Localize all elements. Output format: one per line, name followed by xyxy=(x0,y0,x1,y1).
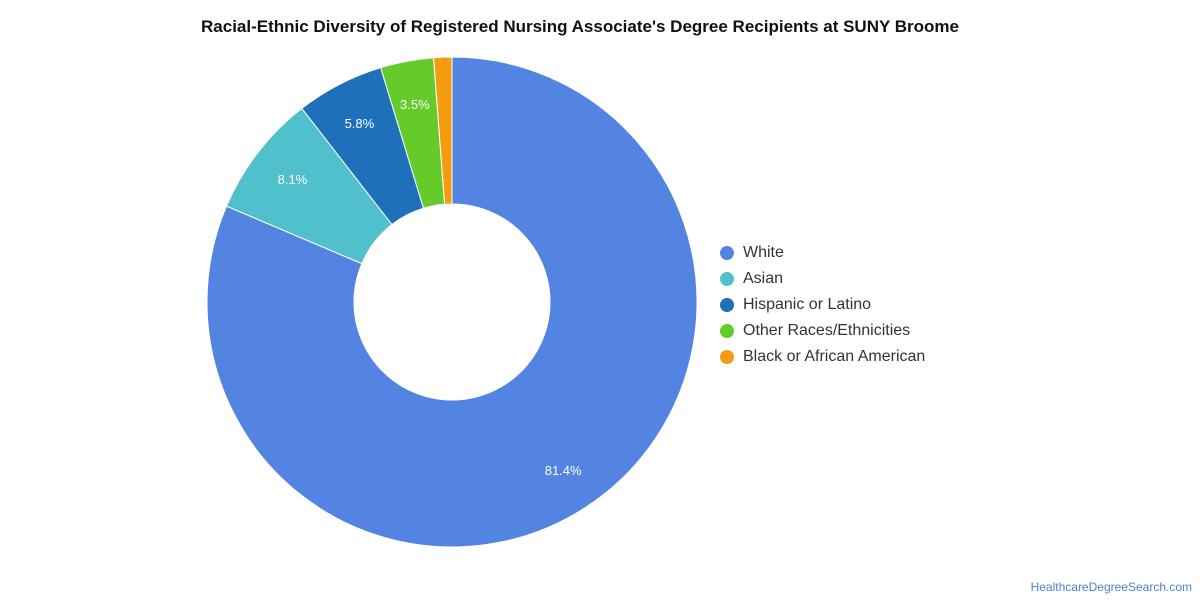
legend-swatch-hispanic xyxy=(720,298,734,312)
slice-label-other-races-ethnicities: 3.5% xyxy=(400,97,430,112)
slice-label-white: 81.4% xyxy=(545,463,582,478)
legend-swatch-white xyxy=(720,246,734,260)
donut-slice-black-or-african-american[interactable] xyxy=(433,56,453,205)
chart-title: Racial-Ethnic Diversity of Registered Nu… xyxy=(201,17,959,36)
legend-item-white[interactable]: White xyxy=(720,240,925,266)
legend-label-black: Black or African American xyxy=(743,348,926,365)
chart-legend: White Asian Hispanic or Latino Other Rac… xyxy=(720,240,925,370)
donut-slice-white[interactable] xyxy=(206,56,698,548)
slice-label-asian: 8.1% xyxy=(278,172,308,187)
legend-label-asian: Asian xyxy=(743,270,784,287)
legend-item-hispanic[interactable]: Hispanic or Latino xyxy=(720,292,925,318)
legend-swatch-black xyxy=(720,350,734,364)
legend-item-other[interactable]: Other Races/Ethnicities xyxy=(720,318,925,344)
legend-item-black[interactable]: Black or African American xyxy=(720,344,925,370)
legend-swatch-asian xyxy=(720,272,734,286)
legend-label-white: White xyxy=(743,244,784,261)
legend-swatch-other xyxy=(720,324,734,338)
source-credit-link[interactable]: HealthcareDegreeSearch.com xyxy=(1030,580,1192,594)
slice-label-hispanic-or-latino: 5.8% xyxy=(345,116,375,131)
legend-item-asian[interactable]: Asian xyxy=(720,266,925,292)
legend-label-hispanic: Hispanic or Latino xyxy=(743,296,872,313)
legend-label-other: Other Races/Ethnicities xyxy=(743,322,911,339)
